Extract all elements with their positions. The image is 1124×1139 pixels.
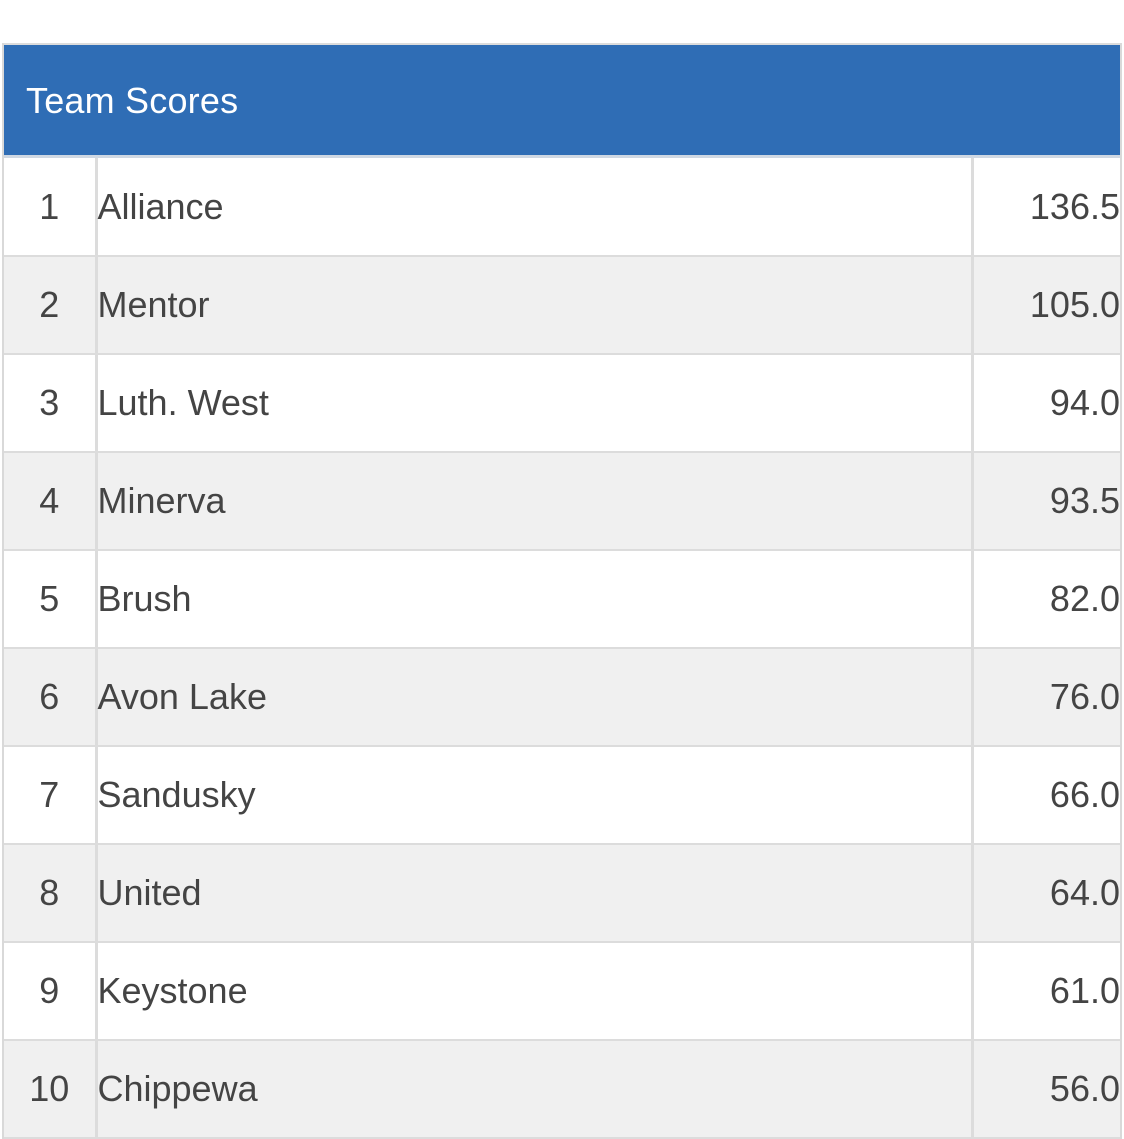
rank-cell: 1 (4, 158, 98, 257)
team-scores-table: 1 Alliance 136.5 2 Mentor 105.0 3 Luth. … (4, 158, 1120, 1139)
team-scores-panel: Team Scores 1 Alliance 136.5 2 Mentor 10… (2, 43, 1122, 1139)
score-cell: 93.5 (972, 452, 1120, 551)
table-row: 4 Minerva 93.5 (4, 452, 1120, 551)
table-row: 10 Chippewa 56.0 (4, 1040, 1120, 1139)
table-row: 7 Sandusky 66.0 (4, 746, 1120, 845)
team-name-cell: Avon Lake (96, 648, 974, 747)
table-row: 5 Brush 82.0 (4, 550, 1120, 649)
team-name-cell: Keystone (96, 942, 974, 1041)
team-name-cell: Minerva (96, 452, 974, 551)
panel-header: Team Scores (4, 43, 1120, 158)
score-cell: 61.0 (972, 942, 1120, 1041)
rank-cell: 7 (4, 746, 98, 845)
rank-cell: 10 (4, 1040, 98, 1139)
team-name-cell: Sandusky (96, 746, 974, 845)
rank-cell: 8 (4, 844, 98, 943)
team-name-cell: Luth. West (96, 354, 974, 453)
team-name-cell: Alliance (96, 158, 974, 257)
table-row: 6 Avon Lake 76.0 (4, 648, 1120, 747)
score-cell: 136.5 (972, 158, 1120, 257)
score-cell: 82.0 (972, 550, 1120, 649)
rank-cell: 5 (4, 550, 98, 649)
team-name-cell: Mentor (96, 256, 974, 355)
table-row: 2 Mentor 105.0 (4, 256, 1120, 355)
team-name-cell: Brush (96, 550, 974, 649)
rank-cell: 9 (4, 942, 98, 1041)
score-cell: 94.0 (972, 354, 1120, 453)
table-row: 8 United 64.0 (4, 844, 1120, 943)
table-row: 3 Luth. West 94.0 (4, 354, 1120, 453)
panel-title: Team Scores (26, 80, 239, 121)
score-cell: 56.0 (972, 1040, 1120, 1139)
rank-cell: 3 (4, 354, 98, 453)
score-cell: 66.0 (972, 746, 1120, 845)
team-name-cell: Chippewa (96, 1040, 974, 1139)
score-cell: 76.0 (972, 648, 1120, 747)
rank-cell: 4 (4, 452, 98, 551)
rank-cell: 2 (4, 256, 98, 355)
table-row: 1 Alliance 136.5 (4, 158, 1120, 257)
table-row: 9 Keystone 61.0 (4, 942, 1120, 1041)
score-cell: 64.0 (972, 844, 1120, 943)
score-cell: 105.0 (972, 256, 1120, 355)
rank-cell: 6 (4, 648, 98, 747)
team-name-cell: United (96, 844, 974, 943)
